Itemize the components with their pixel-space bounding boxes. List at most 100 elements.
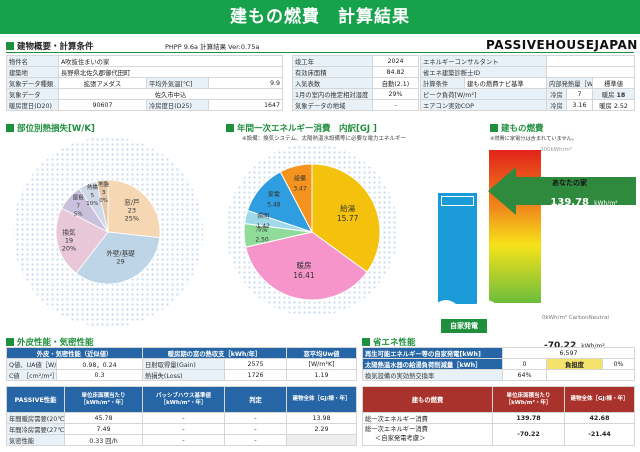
cop-cool-value: 3.16: [566, 99, 594, 111]
heatloss-slice-value: 19: [65, 237, 73, 245]
gain-label: 日射取得量(Gain): [142, 358, 225, 370]
climate-type-label: 気象データ種類: [6, 77, 59, 89]
overview-mid-table: 竣工年 2024 有効床面積 84.82 入気表数 自動(2.1) 1月の室内の推定相…: [292, 55, 419, 111]
self-generation-label: 再生可能エネルギー等の自家発電[kWh]: [362, 347, 503, 359]
humidity-label: 1月の室内の推定相対湿度: [292, 88, 373, 100]
energy-slice: [311, 163, 381, 273]
your-house-arrow: [488, 167, 636, 215]
heatloss-slice-value: 5: [91, 193, 95, 199]
heatloss-slice: [107, 179, 161, 239]
passive-header-per-area: 単位床面積当たり［kWh/m²・年］: [64, 386, 143, 413]
region-label: 気象データの地域: [292, 99, 373, 111]
cooling-degree-label: 冷房度日(D25): [146, 99, 209, 111]
airtightness-value: 0.33 回/h: [64, 434, 143, 446]
q-value-label: Q値、UA値［W/m²・K］: [6, 358, 57, 370]
airtightness-standard: -: [142, 434, 225, 446]
passive-table: PASSIVE性能 単位床面積当たり［kWh/m²・年］ パッシブハウス基準値［kW…: [6, 386, 357, 446]
heatloss-slice: [55, 207, 109, 274]
energy-slice-value: 2.50: [255, 236, 269, 243]
heating-demand-label: 年間暖房需要(20℃): [6, 412, 65, 424]
primary-energy-net-total: -21.44: [564, 423, 635, 446]
fuel-section-title: 建もの燃費: [490, 122, 544, 134]
energy-slice: [279, 163, 313, 233]
solar-net-unit: kWh/m²: [581, 343, 605, 350]
airtightness-total: [286, 434, 357, 446]
cooling-demand-judge: -: [224, 423, 287, 435]
energy-slice-name: 給湯: [340, 203, 355, 213]
section-marker-icon: [6, 42, 14, 50]
heatloss-slice-name: 外壁/基礎: [106, 248, 135, 257]
section-marker-icon: [362, 338, 370, 346]
heatloss-slice-name: 地盤: [98, 180, 110, 188]
passive-header: PASSIVE性能: [6, 386, 65, 413]
passive-header-total: 建物全体［GJ/棟・年］: [286, 386, 357, 413]
fuel-summary-header-total: 建物全体［GJ/棟・年］: [564, 386, 635, 413]
region-value: -: [372, 99, 419, 111]
cert-value: [546, 66, 636, 78]
energy-slice-name: 照明: [257, 213, 269, 220]
section-marker-icon: [6, 124, 14, 132]
climate-data-label: 気象データ: [6, 88, 59, 100]
consultant-label: エネルギーコンサルタント: [419, 55, 548, 67]
envelope-header-uw: 窓平均Uw値: [286, 347, 358, 359]
heatloss-slice: [96, 179, 109, 233]
heat-exchange-empty: [545, 369, 636, 381]
heatloss-slice-name: 窓/戸: [124, 198, 140, 207]
section-marker-icon: [6, 338, 14, 346]
location-label: 建築地: [6, 66, 59, 78]
primary-energy-net-value: -70.22: [492, 423, 565, 446]
arrow-shape: [488, 167, 636, 215]
overview-section-title: 建物概要・計算条件: [6, 40, 94, 52]
built-year-value: 2024: [372, 55, 419, 67]
heatloss-slice-value: 29: [116, 257, 124, 265]
fuel-summary-table: 建もの燃費 単位床面積当たり［kWh/m²・年］ 建物全体［GJ/棟・年］ 総一次エ…: [362, 386, 635, 446]
solar-water-value: 0: [502, 358, 547, 370]
fuel-note: ※燃費に家電分は含まれていません。: [490, 136, 578, 142]
heating-demand-value: 45.78: [64, 412, 143, 424]
fuel-top-label: 200kWh/m²: [540, 147, 573, 153]
cooling-demand-label: 年間冷房需要(27℃): [6, 423, 65, 435]
envelope-table: 外皮・気密性能（近似値） 暖房期の窓の熱収支［kWh/年］ 窓平均Uw値 Q値、UA…: [6, 347, 358, 381]
heatloss-slice-pct: 0%: [99, 198, 108, 204]
gain-value: 2575: [223, 358, 288, 370]
heatloss-slice-pct: 25%: [125, 215, 139, 223]
location-value: 長野県北佐久郡御代田町: [58, 66, 283, 78]
c-value: 0.3: [56, 369, 143, 381]
energy-slice-value: 3.47: [293, 185, 307, 192]
cop-heat-cell: 暖房 2.52: [592, 99, 636, 111]
property-name-label: 物件名: [6, 55, 59, 67]
built-year-label: 竣工年: [292, 55, 373, 67]
humidity-value: 29%: [372, 88, 419, 100]
envelope-header-airtight: 外皮・気密性能（近似値）: [6, 347, 143, 359]
section-marker-icon: [490, 124, 498, 132]
energy-slice-name: 冷房: [256, 225, 268, 233]
peak-load-label: ピーク負荷[W/m²]: [419, 88, 548, 100]
solar-label-badge: 自家発電: [441, 319, 487, 333]
fuel-bottom-label: 0kWh/m² CarbonNeutral: [542, 315, 609, 321]
airtightness-judge: -: [224, 434, 287, 446]
primary-energy-value: 139.78: [492, 412, 565, 424]
primary-energy-net-label: 総一次エネルギー消費: [365, 426, 428, 434]
fuel-summary-header-per-area: 単位床面積当たり［kWh/m²・年］: [492, 386, 565, 413]
solar-water-label: 太陽熱温水器の給湯負荷削減量［kWh］: [362, 358, 503, 370]
heat-exchange-value: 64%: [502, 369, 547, 381]
your-house-value: 139.78: [550, 197, 589, 208]
divider: [6, 52, 634, 53]
heating-degree-value: 90607: [58, 99, 147, 111]
energy-slice-name: 設備: [294, 174, 306, 182]
eco-section-title: 省エネ性能: [362, 336, 416, 348]
cooling-degree-value: 1647: [208, 99, 283, 111]
section-marker-icon: [226, 124, 234, 132]
cert-label: 省エネ建築診断士ID: [419, 66, 548, 78]
energy-section-title: 年間一次エネルギー消費 内訳[GJ ]: [226, 122, 377, 134]
energy-slice-name: 暖房: [296, 260, 311, 270]
solar-net-value: -70.22: [544, 341, 577, 351]
loss-label: 熱損失(Loss): [142, 369, 225, 381]
version-label: PHPP 9.6a 計算結果 Ver:0.75a: [165, 43, 260, 51]
heatloss-slice-pct: 10%: [86, 201, 98, 207]
page-title: 建もの燃費 計算結果: [0, 0, 640, 34]
heatloss-slice-name: 熱橋: [87, 183, 99, 191]
peak-heat-label: 暖房: [601, 91, 615, 99]
overview-left-table: 物件名 A吹抜住まいの家 建築地 長野県北佐久郡御代田町 気象データ種類 拡張アメダス…: [6, 55, 283, 111]
